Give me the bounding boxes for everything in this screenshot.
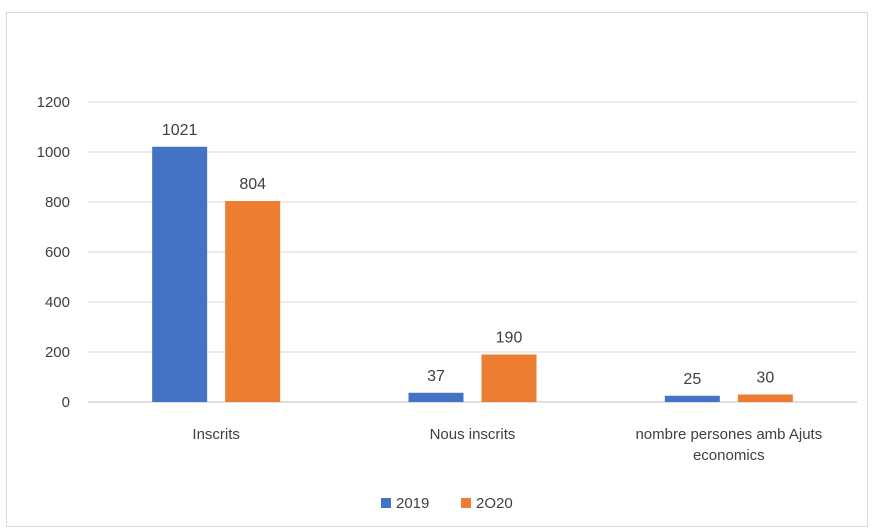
data-label: 804	[239, 176, 266, 193]
data-label: 190	[496, 330, 523, 347]
chart-frame	[6, 12, 868, 527]
bar-2019-1	[152, 146, 208, 402]
y-tick-label: 400	[45, 294, 70, 311]
legend-swatch-2019	[381, 498, 391, 508]
data-label: 25	[683, 371, 701, 388]
data-label: 30	[756, 370, 774, 387]
bars	[152, 146, 793, 402]
legend-label: 2O20	[476, 495, 513, 512]
bar-2019-2	[408, 392, 464, 402]
bar-2O20-2	[481, 354, 537, 402]
x-category-label: Inscrits	[192, 426, 240, 443]
gridlines	[88, 101, 857, 403]
x-category-label: economics	[693, 447, 765, 464]
bar-2O20-3	[737, 394, 793, 402]
legend-swatch-2O20	[461, 498, 471, 508]
y-axis: 0 200 400 600 800 1000 1200	[37, 94, 70, 411]
y-tick-label: 1200	[37, 94, 70, 111]
y-tick-label: 800	[45, 194, 70, 211]
legend-label: 2019	[396, 495, 429, 512]
x-category-label: Nous inscrits	[430, 426, 516, 443]
bar-2019-3	[664, 395, 720, 402]
legend: 2019 2O20	[381, 495, 513, 512]
data-label: 1021	[162, 122, 198, 139]
y-tick-label: 0	[62, 394, 70, 411]
data-labels: 1021 804 37 190 25 30	[162, 122, 774, 388]
bar-2O20-1	[225, 201, 281, 402]
y-tick-label: 600	[45, 244, 70, 261]
data-label: 37	[427, 368, 445, 385]
y-tick-label: 1000	[37, 144, 70, 161]
x-axis: Inscrits Nous inscrits nombre persones amb…	[192, 426, 822, 464]
x-category-label: nombre persones amb Ajuts	[635, 426, 822, 443]
y-tick-label: 200	[45, 344, 70, 361]
